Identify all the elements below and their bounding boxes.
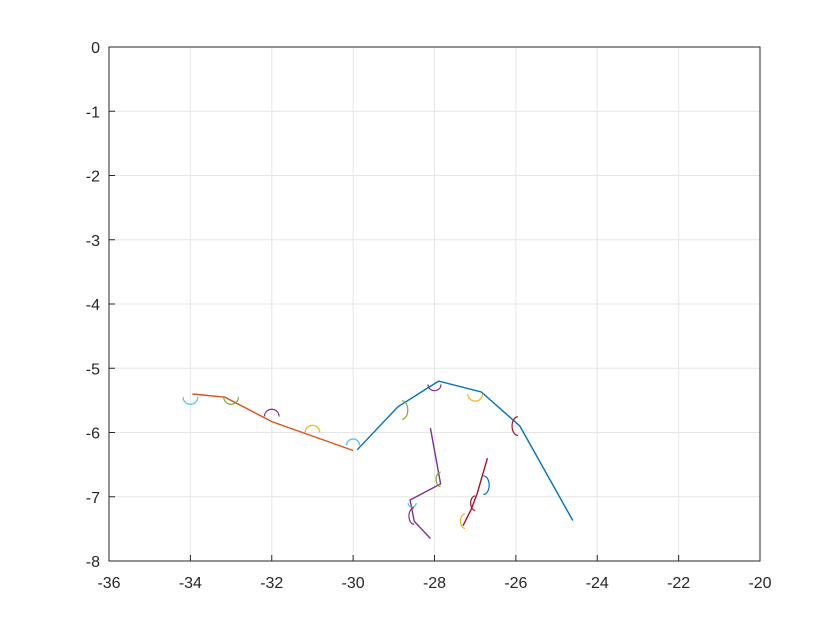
arc-marker-9 bbox=[511, 416, 519, 436]
series-line-4 bbox=[462, 458, 489, 527]
x-tick-label: -24 bbox=[586, 575, 609, 592]
x-tick-label: -26 bbox=[504, 575, 527, 592]
arc-marker-14 bbox=[470, 495, 476, 512]
ticks: -36 -34 -32 -30 -28 -26 -24 -22 -20 0 -1 -2 -3 -4 -5 -6… bbox=[86, 40, 772, 592]
arc-marker-1 bbox=[182, 397, 199, 405]
y-tick-label: -4 bbox=[86, 297, 100, 314]
arc-layer bbox=[182, 384, 519, 530]
series-line-1 bbox=[356, 380, 574, 521]
arc-marker-2 bbox=[223, 397, 239, 405]
series-layer bbox=[192, 380, 574, 539]
arc-marker-15 bbox=[459, 513, 466, 530]
y-tick-label: -8 bbox=[86, 554, 100, 571]
y-tick-label: -1 bbox=[86, 104, 100, 121]
arc-marker-11 bbox=[407, 503, 417, 508]
arc-marker-6 bbox=[401, 400, 409, 420]
y-tick-label: -3 bbox=[86, 233, 100, 250]
series-line-2 bbox=[192, 393, 354, 452]
y-tick-label: -6 bbox=[86, 426, 100, 443]
y-tick-label: 0 bbox=[91, 40, 100, 57]
series-line-3 bbox=[409, 427, 442, 539]
x-tick-label: -28 bbox=[423, 575, 446, 592]
y-tick-label: -7 bbox=[86, 490, 100, 507]
y-tick-label: -5 bbox=[86, 361, 100, 378]
arc-marker-8 bbox=[467, 393, 484, 402]
arc-marker-10 bbox=[435, 471, 441, 488]
arc-marker-4 bbox=[304, 424, 321, 433]
x-tick-label: -34 bbox=[179, 575, 202, 592]
arc-marker-7 bbox=[427, 384, 442, 392]
y-tick-label: -2 bbox=[86, 169, 100, 186]
x-tick-label: -20 bbox=[748, 575, 771, 592]
x-tick-label: -30 bbox=[342, 575, 365, 592]
x-tick-label: -22 bbox=[667, 575, 690, 592]
arc-marker-13 bbox=[483, 475, 490, 496]
x-tick-label: -32 bbox=[260, 575, 283, 592]
arc-marker-5 bbox=[346, 438, 361, 446]
x-tick-label: -36 bbox=[97, 575, 120, 592]
arc-marker-12 bbox=[408, 507, 415, 525]
arc-marker-3 bbox=[263, 408, 280, 417]
